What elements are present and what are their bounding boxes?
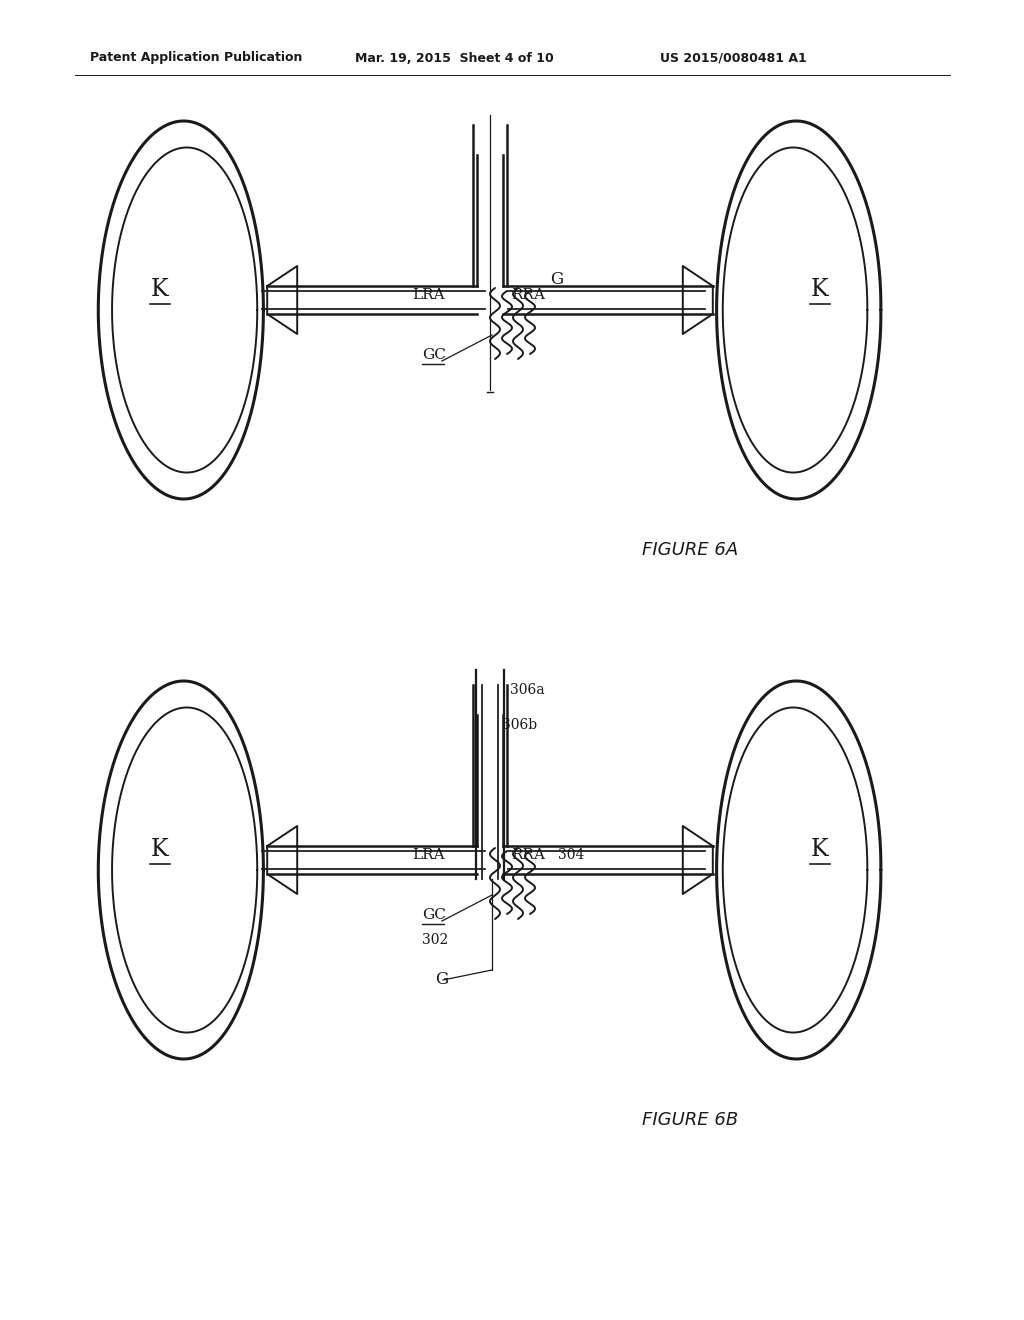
Text: GC: GC: [422, 908, 445, 921]
Text: K: K: [152, 279, 169, 301]
Text: 306a: 306a: [510, 682, 545, 697]
Text: K: K: [152, 838, 169, 862]
Text: LRA: LRA: [412, 288, 444, 302]
Text: RRA: RRA: [511, 288, 545, 302]
Text: 302: 302: [422, 933, 449, 946]
Text: G: G: [435, 972, 449, 989]
Text: FIGURE 6B: FIGURE 6B: [642, 1111, 738, 1129]
Text: GC: GC: [422, 348, 445, 362]
Text: K: K: [811, 279, 828, 301]
Text: Patent Application Publication: Patent Application Publication: [90, 51, 302, 65]
Text: K: K: [811, 838, 828, 862]
Text: US 2015/0080481 A1: US 2015/0080481 A1: [660, 51, 807, 65]
Text: 304: 304: [558, 847, 585, 862]
Text: FIGURE 6A: FIGURE 6A: [642, 541, 738, 558]
Text: G: G: [550, 272, 563, 289]
Text: LRA: LRA: [412, 847, 444, 862]
Text: Mar. 19, 2015  Sheet 4 of 10: Mar. 19, 2015 Sheet 4 of 10: [355, 51, 554, 65]
Text: RRA: RRA: [511, 847, 545, 862]
Text: 306b: 306b: [502, 718, 538, 733]
